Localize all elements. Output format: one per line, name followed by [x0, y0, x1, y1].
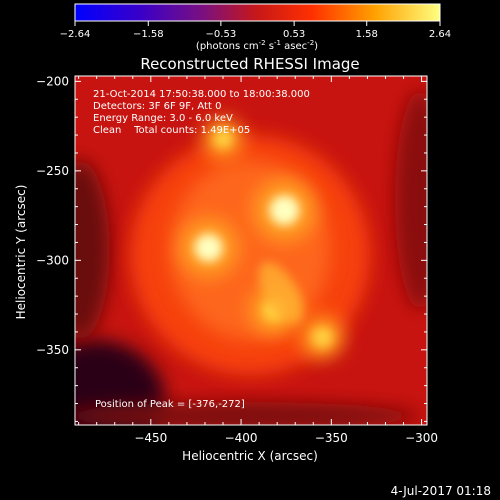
- y-tick-label: −200: [36, 74, 69, 88]
- source-ridge: [258, 262, 303, 324]
- colorbar-unit-label: (photons cm-2 s-1 asec-2): [196, 39, 318, 52]
- colorbar-tick-label: −0.53: [206, 29, 237, 40]
- annotation-peak-position: Position of Peak = [-376,-272]: [95, 399, 245, 410]
- source-core: [213, 129, 233, 149]
- annotation-detectors: Detectors: 3F 6F 9F, Att 0: [93, 101, 221, 112]
- plot-frame: [74, 75, 428, 426]
- source-core: [194, 233, 223, 262]
- colorbar-tick-label: −2.64: [60, 29, 91, 40]
- heatmap-image: [75, 76, 427, 425]
- x-tick-label: −350: [315, 431, 348, 445]
- y-axis-label: Heliocentric Y (arcsec): [14, 185, 28, 320]
- x-tick-label: −300: [405, 431, 438, 445]
- source-core: [312, 327, 333, 348]
- annotation-clean-counts: Clean Total counts: 1.49E+05: [93, 125, 250, 136]
- x-tick-label: −400: [225, 431, 258, 445]
- colorbar-gradient: [74, 3, 441, 22]
- x-axis-label: Heliocentric X (arcsec): [182, 449, 318, 463]
- colorbar-tick-label: 1.58: [356, 29, 378, 40]
- y-tick-label: −350: [36, 343, 69, 357]
- colorbar-tick-label: 2.64: [429, 29, 451, 40]
- annotation-time-range: 21-Oct-2014 17:50:38.000 to 18:00:38.000: [93, 89, 310, 100]
- x-tick-label: −450: [134, 431, 167, 445]
- colorbar-tick-label: 0.53: [283, 29, 305, 40]
- y-tick-label: −300: [36, 253, 69, 267]
- chart-title: Reconstructed RHESSI Image: [140, 55, 359, 73]
- annotation-energy-range: Energy Range: 3.0 - 6.0 keV: [93, 113, 233, 124]
- footer-date: 4-Jul-2017 01:18: [391, 484, 491, 498]
- source-core: [269, 195, 300, 226]
- colorbar: −2.64 −1.58 −0.53 0.53 1.58 2.64 (photons cm-…: [60, 3, 451, 52]
- plot-area: −450 −400 −350 −300 −200 −250 −300 −350: [36, 74, 438, 445]
- annotations: 21-Oct-2014 17:50:38.000 to 18:00:38.000…: [93, 89, 310, 410]
- y-tick-label: −250: [36, 164, 69, 178]
- colorbar-tick-label: −1.58: [133, 29, 164, 40]
